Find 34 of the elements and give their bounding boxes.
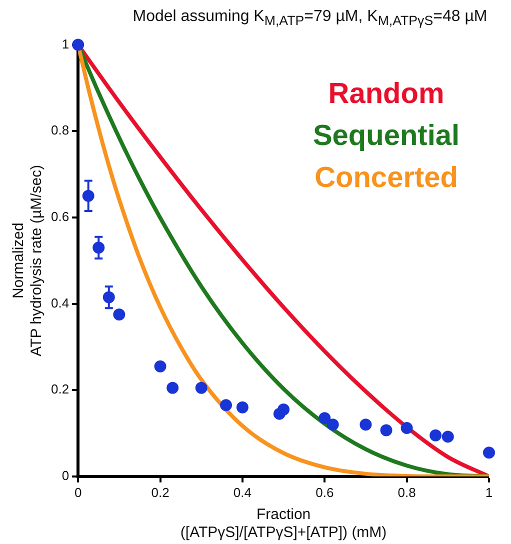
point: [236, 401, 248, 414]
y-tick-label: 1: [62, 36, 70, 52]
x-tick-label: 0.2: [151, 484, 170, 500]
point: [166, 382, 179, 394]
x-tick-label: 0.4: [233, 484, 252, 500]
point: [430, 429, 442, 442]
x-tick-label: 0.8: [398, 484, 416, 500]
point: [195, 382, 208, 394]
text: Random: [328, 78, 444, 110]
y-tick-label: 0.2: [50, 382, 70, 397]
y-axis-title: Normalized ATP hydrolysis rate (µM/sec): [10, 164, 46, 356]
point: [72, 38, 84, 51]
y-tick-label: 0.4: [50, 295, 70, 310]
point: [483, 446, 495, 459]
chart-title: Model assuming K$_{M,ATP}$=79 µM, K$_{M,ATPγS}$=48 µM: [132, 8, 488, 28]
point: [220, 399, 232, 412]
point: [360, 418, 372, 431]
point: [400, 422, 413, 434]
point: [154, 360, 166, 372]
x-tick-label: 0.6: [316, 484, 334, 500]
point: [442, 430, 454, 443]
y-tick-label: 0: [62, 468, 70, 483]
y-tick-label: 0.6: [50, 209, 70, 224]
x-tick-label: 1: [485, 484, 493, 500]
point: [318, 412, 331, 424]
point: [380, 424, 392, 436]
point: [113, 308, 126, 321]
x-tick-label: 0: [74, 484, 82, 500]
text: Concerted: [314, 162, 458, 194]
x-axis-title: Fraction ([ATPγS]/[ATPγS]+[ATP]) (mM): [180, 506, 387, 542]
point: [278, 404, 290, 416]
point: [326, 418, 339, 431]
y-tick-label: 0.8: [50, 122, 70, 138]
text: Sequential: [312, 120, 460, 152]
